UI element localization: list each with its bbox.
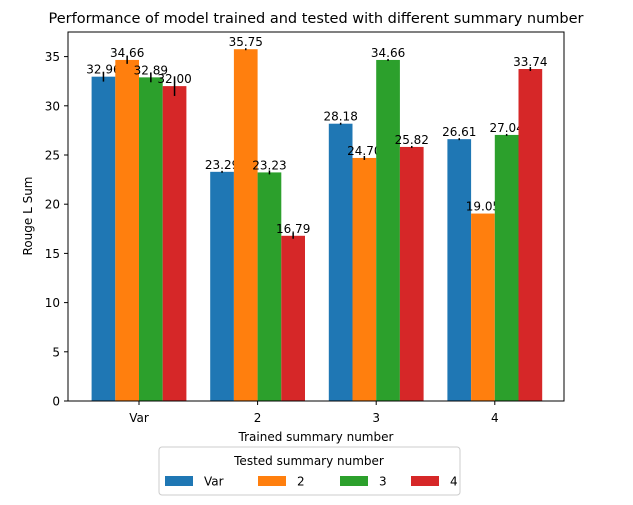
bar — [91, 76, 116, 402]
bar — [518, 68, 543, 401]
y-tick-label: 35 — [45, 50, 60, 64]
bar — [281, 235, 305, 401]
y-tick-label: 25 — [45, 149, 60, 163]
legend-swatch — [340, 476, 368, 486]
legend-label: 3 — [379, 475, 387, 489]
y-tick-label: 10 — [45, 296, 60, 310]
legend-swatch — [165, 476, 193, 486]
y-tick-label: 20 — [45, 198, 60, 212]
data-label: 23.29 — [205, 158, 239, 172]
data-label: 28.18 — [323, 110, 357, 124]
y-tick-label: 15 — [45, 247, 60, 261]
chart-title: Performance of model trained and tested … — [49, 11, 584, 27]
bar — [115, 59, 139, 402]
data-label: 26.61 — [442, 125, 476, 139]
data-label: 32.89 — [134, 63, 168, 77]
data-label: 33.74 — [513, 55, 547, 69]
bar — [210, 171, 234, 401]
legend-label: 2 — [297, 475, 305, 489]
bar — [447, 139, 472, 401]
data-label: 16.79 — [276, 222, 310, 236]
bar — [233, 49, 258, 401]
plot-frame — [67, 31, 565, 402]
data-label: 27.04 — [489, 121, 523, 135]
y-tick-label: 5 — [52, 345, 60, 359]
data-label: 34.66 — [110, 46, 144, 60]
bar — [399, 146, 424, 401]
x-tick-label: 2 — [254, 411, 262, 425]
legend-title: Tested summary number — [233, 454, 384, 468]
legend: Tested summary number Var 2 3 4 — [158, 446, 461, 496]
data-label: 23.23 — [252, 158, 286, 172]
x-axis-label: Trained summary number — [238, 430, 394, 444]
data-label: 24.70 — [347, 144, 381, 158]
x-tick-label: 4 — [491, 411, 499, 425]
x-tick-label: Var — [129, 411, 149, 425]
data-label: 34.66 — [371, 46, 405, 60]
y-tick-label: 0 — [52, 395, 60, 409]
data-label: 32.00 — [157, 72, 191, 86]
bar — [162, 86, 187, 402]
bar — [328, 123, 353, 401]
bar — [139, 77, 163, 401]
data-label: 32.96 — [86, 63, 120, 77]
bar — [376, 59, 400, 402]
bar — [471, 213, 495, 401]
bar — [494, 134, 519, 402]
bar — [352, 157, 377, 401]
legend-swatch — [258, 476, 286, 486]
y-axis-label: Rouge L Sum — [21, 177, 35, 256]
data-label: 35.75 — [229, 35, 263, 49]
plot-area: 0 5 10 15 20 25 30 35 Var 2 3 4 32.96 23.29 28.18 26.61… — [45, 35, 548, 425]
bar — [257, 172, 282, 401]
y-tick-label: 30 — [45, 99, 60, 113]
data-label: 25.82 — [395, 133, 429, 147]
legend-swatch — [411, 476, 439, 486]
legend-label: Var — [204, 475, 224, 489]
data-label: 19.05 — [466, 200, 500, 214]
legend-frame — [158, 446, 461, 496]
legend-label: 4 — [450, 475, 458, 489]
x-tick-label: 3 — [372, 411, 380, 425]
